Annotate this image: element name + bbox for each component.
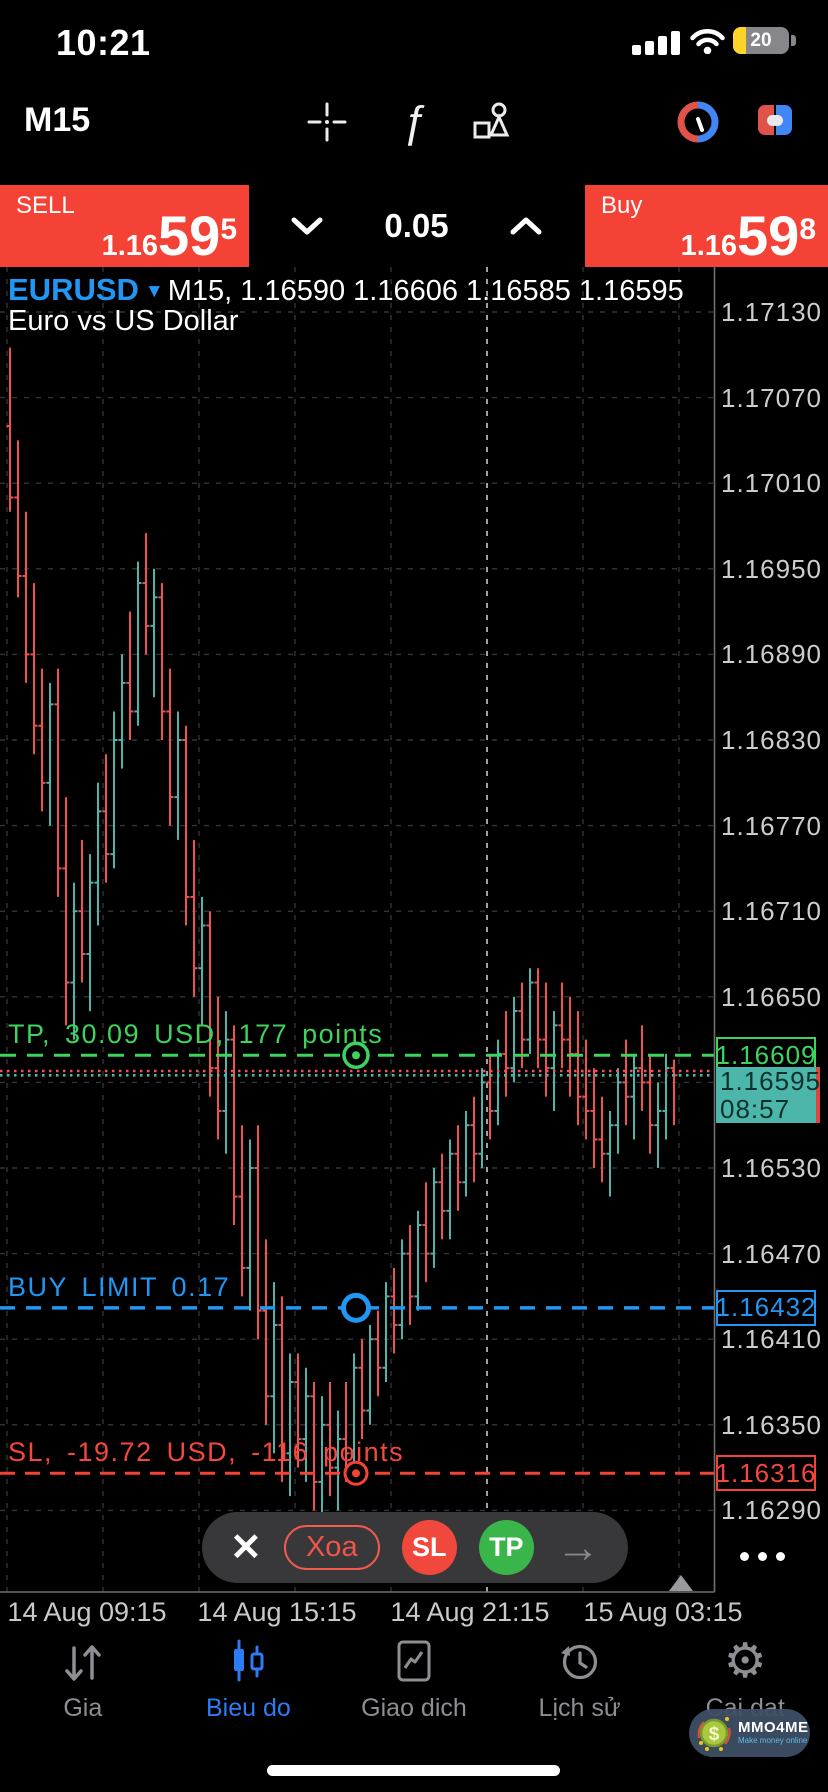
confirm-arrow-button[interactable]: → <box>555 1522 600 1572</box>
price-chart[interactable] <box>0 267 828 1593</box>
chevron-down-icon: ▼ <box>144 281 164 302</box>
gear-icon: ⚙ <box>723 1635 767 1688</box>
watermark: $ MMO4ME Make money online <box>689 1709 810 1757</box>
history-clock-icon <box>556 1632 604 1688</box>
nav-item-quotes[interactable]: Gia <box>0 1632 166 1744</box>
price-tick-label: 1.16410 <box>721 1324 822 1355</box>
sl-price-box: 1.16316 <box>716 1455 816 1492</box>
price-tick-label: 1.16290 <box>721 1495 822 1526</box>
svg-text:$: $ <box>709 1724 720 1745</box>
trade-chart-icon <box>390 1632 438 1688</box>
price-tick-label: 1.16830 <box>721 725 822 755</box>
battery-icon: 20 <box>733 27 789 54</box>
symbol-description: Euro vs US Dollar <box>8 305 239 337</box>
battery-tip <box>791 35 796 46</box>
timeframe-button[interactable]: M15 <box>24 101 91 139</box>
chart-header: EURUSD ▼ M15, 1.16590 1.16606 1.16585 1.16… <box>8 272 684 308</box>
watermark-title: MMO4ME <box>738 1719 809 1736</box>
crosshair-icon <box>307 102 347 142</box>
sell-label: SELL <box>16 192 75 219</box>
delete-order-button[interactable]: Xoa <box>283 1525 380 1570</box>
time-axis-label: 14 Aug 21:15 <box>390 1597 550 1627</box>
price-tick-label: 1.16350 <box>721 1409 822 1440</box>
nav-item-trade[interactable]: Giao dich <box>331 1632 497 1744</box>
ohlc-readout: M15, 1.16590 1.16606 1.16585 1.16595 <box>167 275 684 307</box>
quote-panel: SELL 1.16 59 5 0.05 Buy 1.16 59 8 <box>0 185 828 267</box>
symbol-selector[interactable]: EURUSD <box>8 272 139 307</box>
objects-button[interactable] <box>469 98 517 146</box>
buy-limit-line-label: BUY LIMIT 0.17 <box>8 1271 231 1302</box>
price-tick-label: 1.16710 <box>721 896 822 927</box>
time-axis-label: 14 Aug 09:15 <box>7 1597 167 1627</box>
bottom-nav: Gia Bieu do Giao dich Lịch sử ⚙ C <box>0 1632 828 1744</box>
more-button[interactable] <box>740 1552 785 1561</box>
wifi-icon <box>690 28 725 54</box>
price-tick-label: 1.16770 <box>721 810 822 841</box>
quotes-arrows-icon <box>59 1632 107 1688</box>
objects-icon <box>473 102 510 139</box>
sell-button[interactable]: SELL 1.16 59 5 <box>0 185 249 267</box>
trading-sessions-button[interactable] <box>674 98 722 146</box>
volume-increase-button[interactable] <box>508 215 544 237</box>
home-indicator[interactable] <box>267 1765 560 1776</box>
dollar-coin-icon: $ <box>697 1717 731 1751</box>
price-tick-label: 1.16470 <box>721 1238 822 1269</box>
nav-item-chart[interactable]: Bieu do <box>166 1632 332 1744</box>
sell-price: 1.16 59 5 <box>101 204 237 267</box>
battery-percent: 20 <box>750 30 772 51</box>
window-mode-button[interactable] <box>751 98 799 146</box>
ask-price-sliver <box>814 1066 820 1123</box>
price-tick-label: 1.16650 <box>721 981 822 1012</box>
current-price: 1.16595 <box>720 1065 821 1096</box>
cellular-signal-icon <box>632 31 680 55</box>
order-edit-toolbar: ✕ Xoa SL TP → <box>202 1512 628 1583</box>
sl-line-label: SL, -19.72 USD, -116 points <box>8 1437 405 1468</box>
tp-line-label: TP, 30.09 USD, 177 points <box>8 1019 384 1050</box>
crosshair-button[interactable] <box>303 98 351 146</box>
buy-limit-handle[interactable] <box>341 1292 371 1323</box>
bar-countdown: 08:57 <box>720 1093 791 1124</box>
session-clock-icon <box>677 101 719 143</box>
price-tick-label: 1.17070 <box>721 382 822 413</box>
price-tick-label: 1.17010 <box>721 468 822 499</box>
price-tick-label: 1.16890 <box>721 639 822 670</box>
price-tick-label: 1.16530 <box>721 1153 822 1183</box>
time-axis-label: 14 Aug 15:15 <box>197 1597 357 1627</box>
buy-price: 1.16 59 8 <box>680 204 816 267</box>
indicators-button[interactable]: ƒ <box>390 97 438 146</box>
close-button[interactable]: ✕ <box>230 1526 262 1569</box>
volume-decrease-button[interactable] <box>289 215 325 237</box>
buy-button[interactable]: Buy 1.16 59 8 <box>585 185 828 267</box>
watermark-subtitle: Make money online <box>738 1736 808 1745</box>
current-price-box: 1.16595 08:57 <box>716 1065 821 1124</box>
nav-item-history[interactable]: Lịch sử <box>497 1632 663 1744</box>
sl-button[interactable]: SL <box>401 1520 457 1575</box>
volume-value[interactable]: 0.05 <box>384 207 449 244</box>
buy-limit-price-box: 1.16432 <box>716 1289 816 1326</box>
buy-label: Buy <box>601 192 643 219</box>
time-axis-label: 15 Aug 03:15 <box>583 1597 743 1627</box>
function-icon: ƒ <box>401 97 427 146</box>
volume-stepper: 0.05 <box>251 185 582 267</box>
status-time: 10:21 <box>56 22 151 63</box>
price-tick-label: 1.17130 <box>721 297 822 327</box>
split-window-icon <box>758 105 792 135</box>
price-tick-label: 1.16950 <box>721 553 822 584</box>
scroll-to-latest-icon[interactable] <box>669 1575 693 1591</box>
candlestick-chart-icon <box>224 1632 272 1688</box>
battery-fill <box>733 27 746 54</box>
tp-button[interactable]: TP <box>478 1520 534 1575</box>
